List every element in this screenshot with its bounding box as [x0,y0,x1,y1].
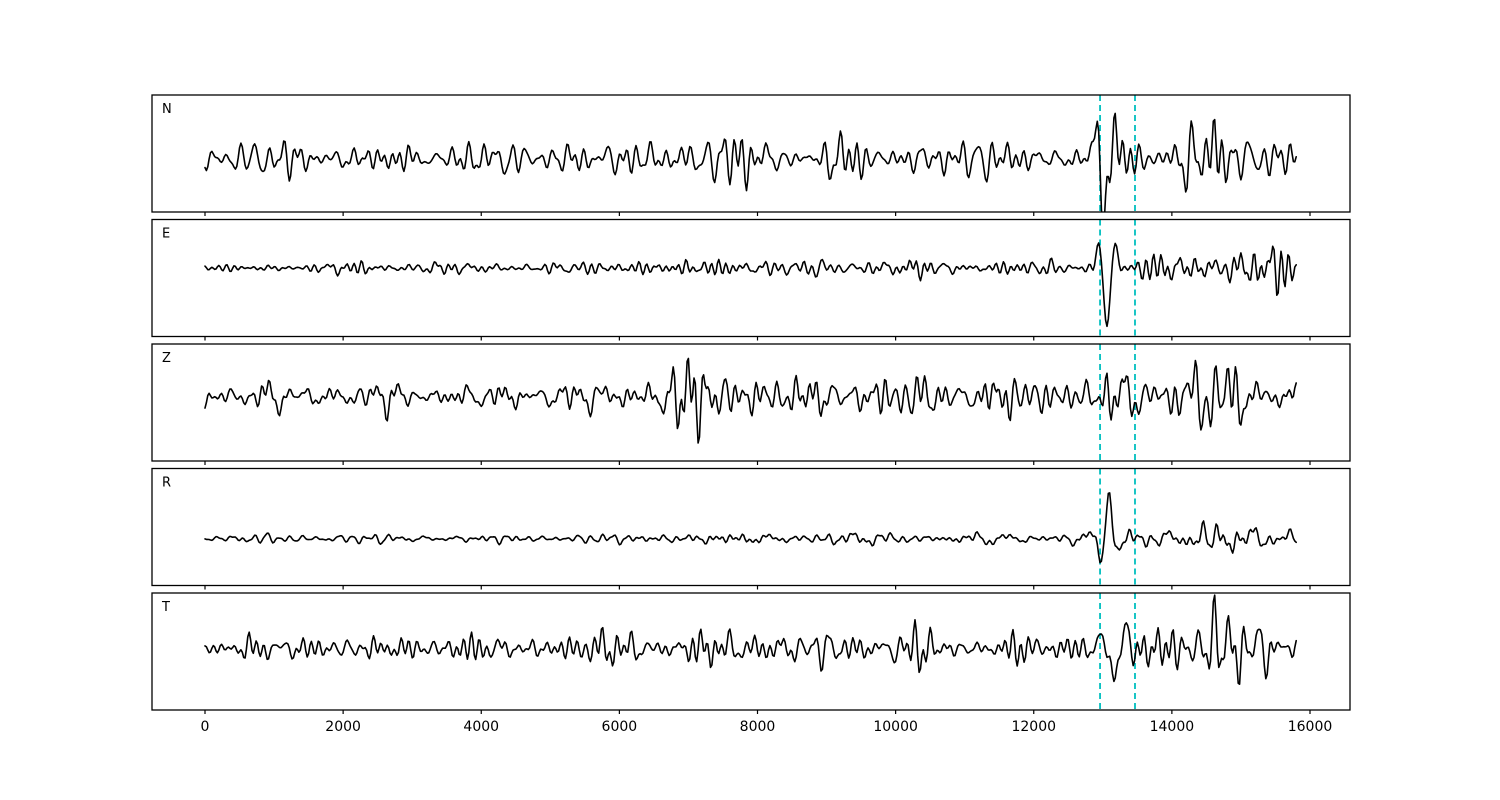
x-tick-label: 16000 [1288,719,1333,735]
x-tick-label: 8000 [740,719,776,735]
x-tick-label: 4000 [463,719,499,735]
panel-border-E [151,218,1351,338]
panel-border-Z [151,343,1351,462]
panel-border-T [151,592,1351,711]
x-tick-label: 2000 [325,719,361,735]
x-tick-label: 6000 [602,719,638,735]
panel-border-R [151,467,1351,587]
panel-group-T [204,593,1297,710]
panel-label-Z: Z [162,351,171,366]
panel-label-R: R [162,476,171,491]
waveform-trace-E [204,242,1297,328]
panel-label-N: N [162,102,172,117]
panel-group-R [204,468,1297,586]
panel-label-T: T [161,600,170,615]
panel-group-N [204,95,1297,212]
waveform-trace-N [204,112,1297,212]
x-tick-label: 10000 [873,719,918,735]
waveform-trace-Z [204,357,1297,444]
panel-border-N [151,94,1351,213]
panel-group-E [204,219,1297,337]
x-tick-label: 14000 [1150,719,1195,735]
x-tick-label: 0 [201,719,210,735]
waveform-trace-T [204,594,1297,686]
panel-label-E: E [162,227,170,242]
panel-group-Z [204,344,1297,461]
x-tick-label: 12000 [1011,719,1056,735]
waveform-trace-R [204,492,1297,564]
